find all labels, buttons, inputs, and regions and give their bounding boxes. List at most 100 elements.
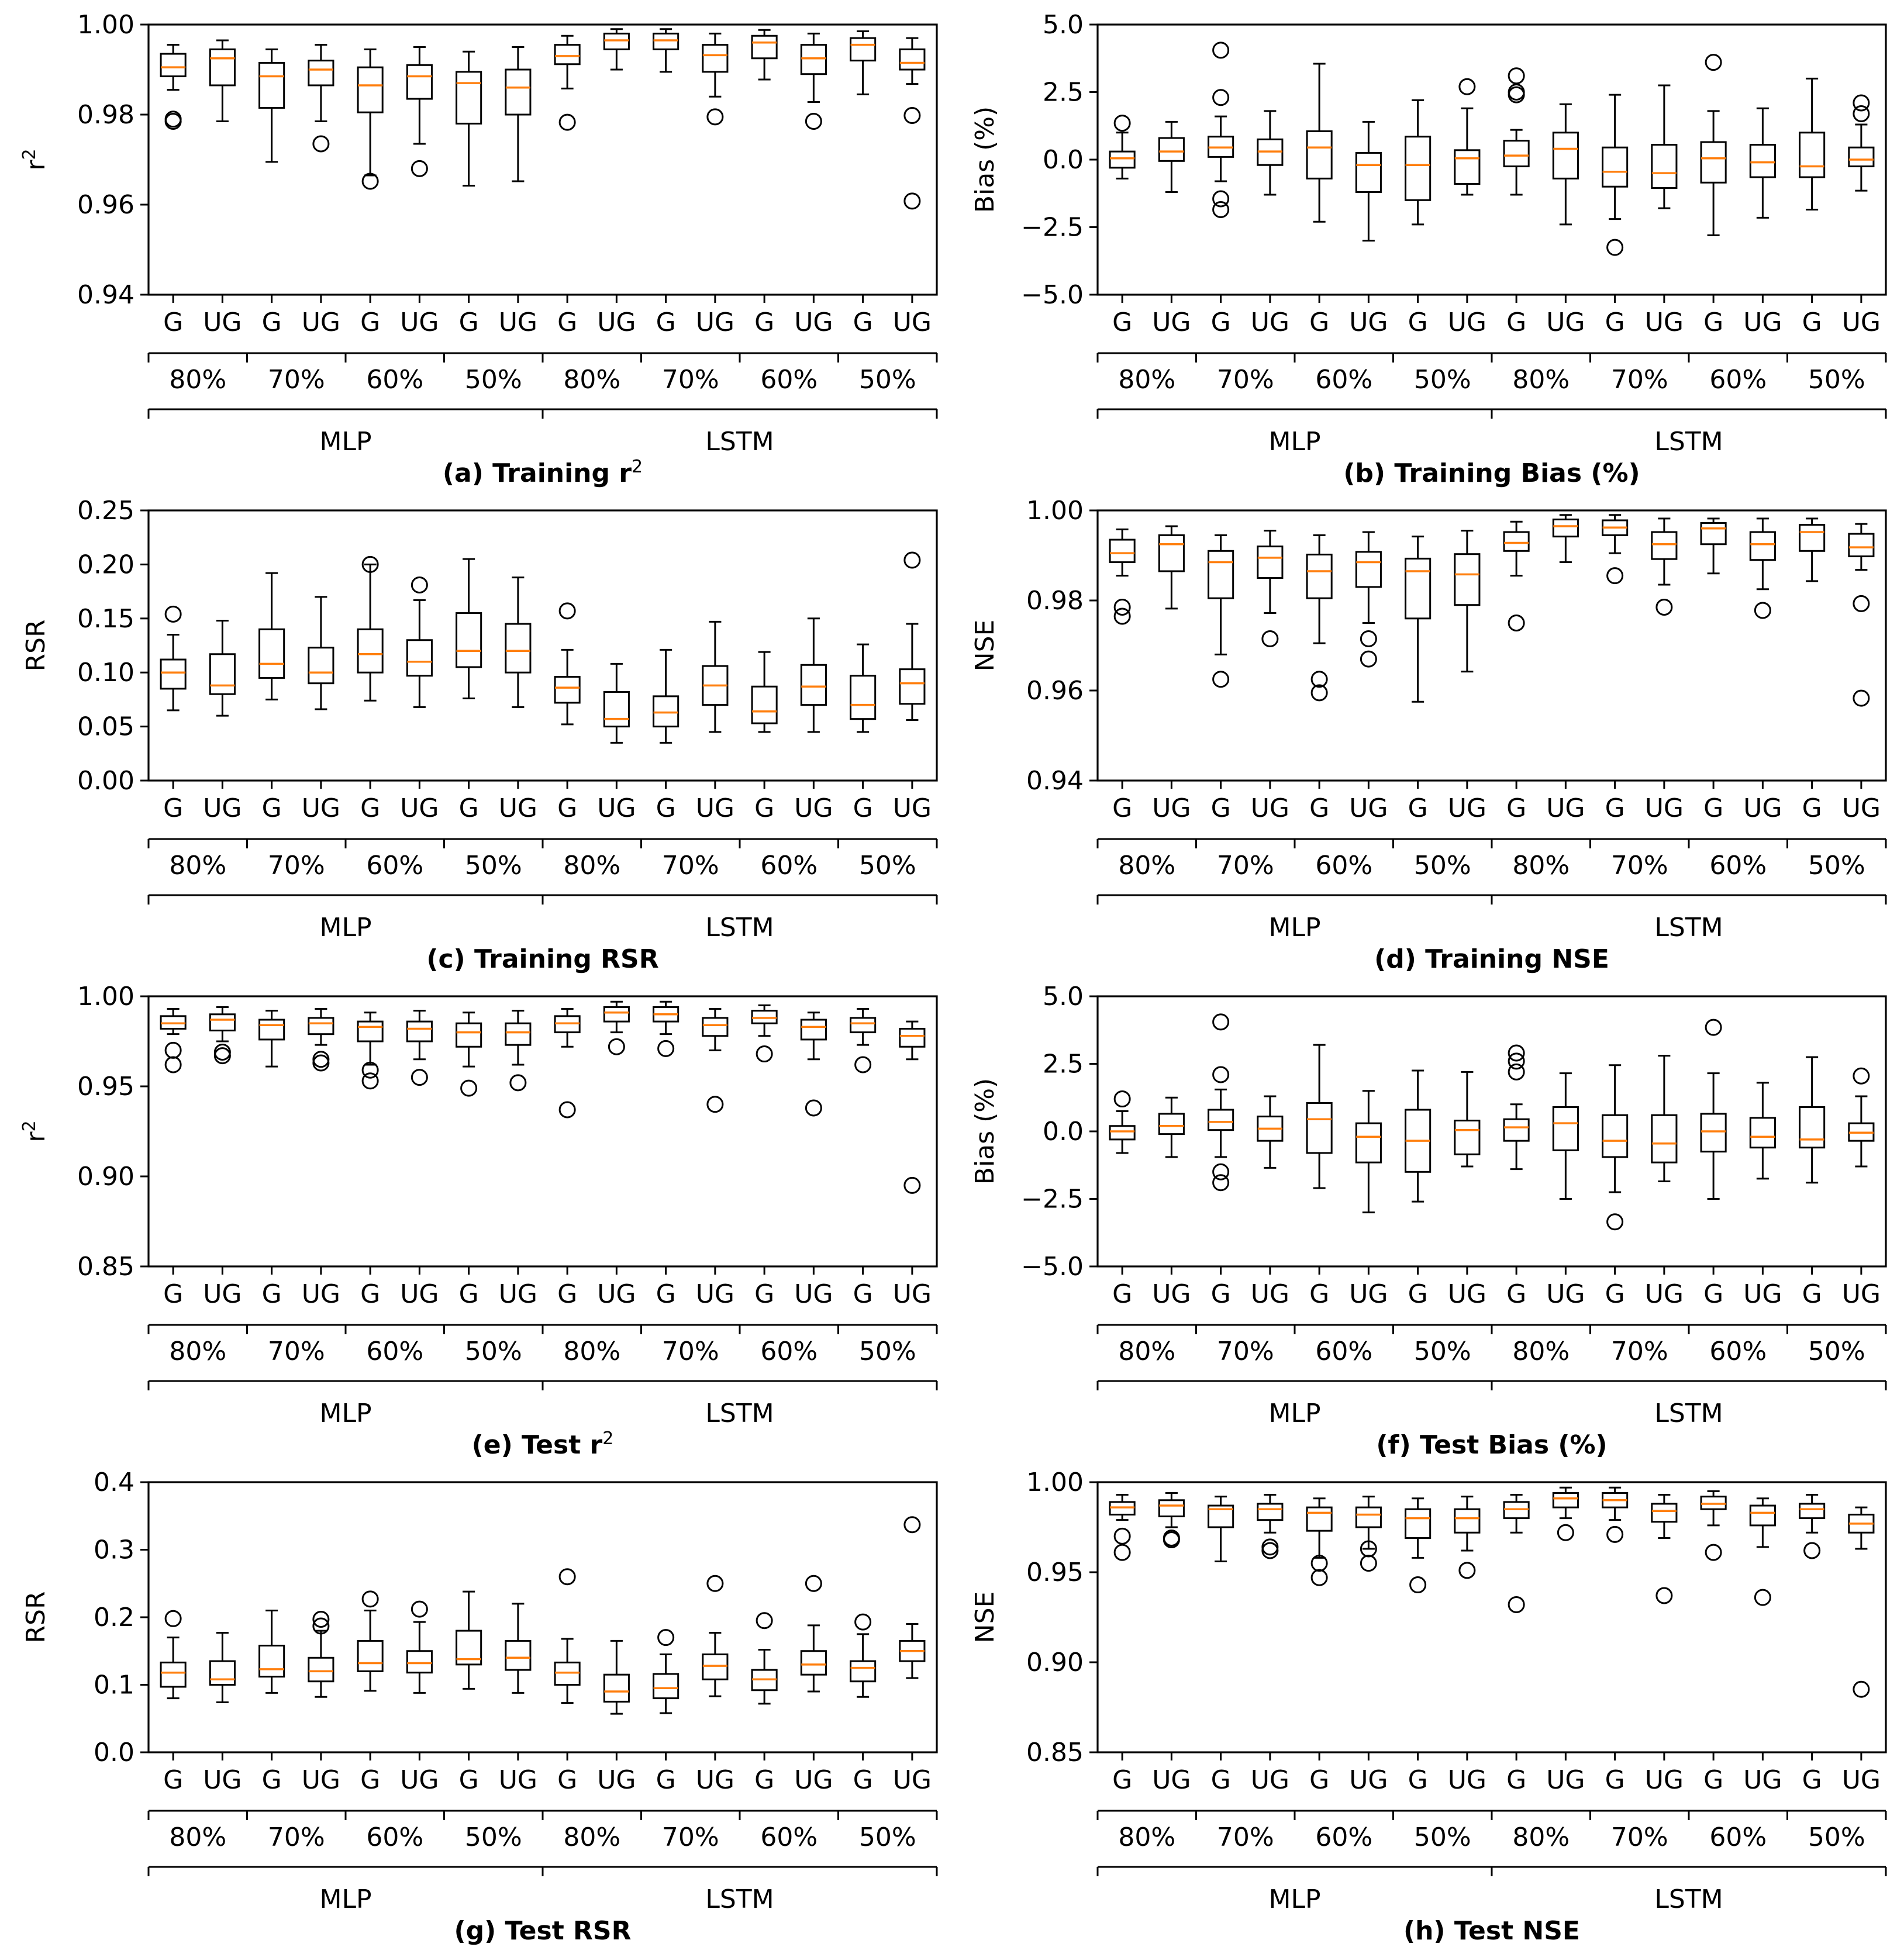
x-tick-label: UG	[1448, 308, 1486, 337]
box-10: UG	[597, 1639, 636, 1795]
box-4: UG	[1251, 1095, 1289, 1309]
iqr-box	[1454, 553, 1481, 606]
iqr-box	[1799, 1503, 1826, 1520]
panel-d: 0.94 0.96 0.98 1.00 NSE G UG G UG G UG G UG G UG G UG G UG…	[970, 496, 1887, 974]
panel-caption-text: (h) Test NSE	[1403, 1916, 1580, 1946]
box-9: G	[554, 1008, 581, 1309]
box-1: G	[160, 1610, 187, 1795]
box-1: G	[1109, 1090, 1136, 1309]
box-7: G	[1405, 1069, 1432, 1309]
iqr-box	[1848, 146, 1875, 168]
box-5: G	[1306, 1044, 1333, 1309]
box-13: G	[1700, 1019, 1727, 1309]
box-1: G	[160, 44, 187, 337]
x-tick-label: UG	[1448, 1765, 1486, 1795]
iqr-box	[603, 691, 630, 728]
iqr-box	[406, 1020, 433, 1042]
y-tick-label: 2.5	[1043, 1050, 1084, 1079]
pct-group-label: 60%	[1709, 365, 1767, 395]
x-tick-label: UG	[203, 793, 242, 823]
outlier-point	[312, 1051, 330, 1068]
x-tick-label: UG	[893, 1765, 932, 1795]
x-tick-label: G	[163, 793, 183, 823]
pct-group-label: 80%	[1118, 365, 1175, 395]
x-tick-label: UG	[1842, 1279, 1881, 1309]
x-tick-label: UG	[400, 308, 439, 337]
x-tick-label: G	[1408, 308, 1428, 337]
plot-frame	[147, 23, 938, 296]
pct-group-label: 50%	[465, 365, 522, 395]
plot-frame	[1096, 23, 1887, 296]
y-tick-label: 0.0	[94, 1738, 134, 1768]
iqr-box	[1848, 533, 1875, 558]
iqr-box	[1552, 132, 1579, 179]
y-tick-label: 0.25	[77, 496, 134, 526]
model-group-label: MLP	[319, 913, 371, 943]
iqr-box	[603, 1673, 630, 1703]
pct-group-label: 50%	[1808, 851, 1865, 881]
pct-group-label: 60%	[1709, 1337, 1767, 1366]
box-9: G	[1503, 520, 1530, 823]
outlier-point	[1853, 1067, 1870, 1085]
outlier-point	[1113, 115, 1131, 132]
pct-group-label: 60%	[760, 365, 818, 395]
x-tick-label: G	[1506, 1279, 1526, 1309]
box-3: G	[1208, 42, 1234, 337]
panel-caption: (b) Training Bias (%)	[1343, 458, 1640, 488]
box-15: G	[850, 1613, 877, 1795]
box-11: G	[653, 648, 679, 823]
x-tick-label: G	[1408, 793, 1428, 823]
outlier-point	[312, 1610, 330, 1628]
outlier-point	[509, 1074, 527, 1092]
x-tick-label: G	[1112, 793, 1132, 823]
outlier-point	[1212, 1163, 1230, 1180]
pct-group-label: 50%	[1808, 1337, 1865, 1366]
x-tick-label: UG	[597, 1765, 636, 1795]
box-14: UG	[794, 1012, 833, 1309]
y-tick-label: 0.0	[1043, 145, 1084, 175]
x-tick-label: UG	[499, 793, 537, 823]
x-tick-label: G	[360, 1279, 380, 1309]
box-13: G	[751, 1004, 778, 1309]
iqr-box	[1158, 1499, 1185, 1518]
outlier-point	[1705, 1019, 1722, 1036]
panel-caption: (a) Training r2	[443, 457, 643, 488]
pct-group-label: 70%	[662, 1337, 719, 1366]
outlier-point	[213, 1043, 231, 1061]
panel-caption-text: (g) Test RSR	[454, 1916, 631, 1946]
x-tick-label: G	[1211, 793, 1231, 823]
outlier-point	[164, 1610, 182, 1627]
x-tick-label: UG	[1251, 1765, 1289, 1795]
outlier-point	[1606, 239, 1624, 256]
iqr-box	[1552, 1492, 1579, 1508]
pct-group-label: 70%	[1217, 1337, 1274, 1366]
pct-group-label: 50%	[859, 365, 916, 395]
box-11: G	[1602, 94, 1629, 337]
outlier-point	[1853, 105, 1870, 122]
plot-frame	[1096, 1481, 1887, 1753]
iqr-box	[1158, 137, 1185, 162]
iqr-box	[209, 48, 236, 87]
x-tick-label: G	[1605, 308, 1625, 337]
x-tick-label: UG	[893, 793, 932, 823]
x-tick-label: G	[1309, 793, 1329, 823]
outlier-point	[805, 1099, 822, 1117]
y-tick-label: 0.3	[94, 1535, 134, 1565]
x-tick-label: G	[262, 1279, 282, 1309]
outlier-point	[312, 1617, 330, 1635]
box-3: G	[258, 1609, 285, 1795]
x-tick-label: UG	[1645, 793, 1684, 823]
outlier-point	[1212, 1013, 1230, 1031]
box-12: UG	[1645, 517, 1684, 823]
box-12: UG	[1645, 1494, 1684, 1795]
box-5: G	[1306, 1497, 1333, 1795]
outlier-point	[1360, 630, 1377, 647]
pct-group-label: 70%	[268, 851, 325, 881]
outlier-point	[1310, 1569, 1328, 1586]
iqr-box	[800, 1019, 827, 1041]
plot-frame	[147, 509, 938, 782]
x-tick-label: G	[1112, 1765, 1132, 1795]
y-tick-label: 0.85	[1026, 1738, 1084, 1768]
pct-group-label: 60%	[366, 365, 423, 395]
